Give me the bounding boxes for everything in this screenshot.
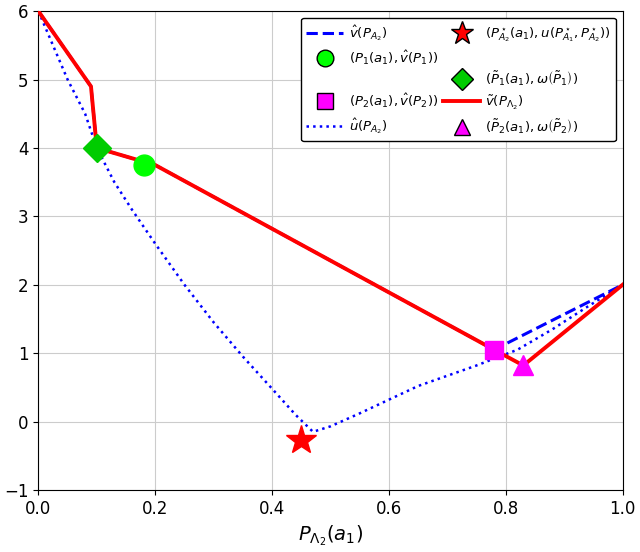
Legend: $\hat{v}(P_{A_2})$, $(P_1(a_1), \hat{v}(P_1))$, , $(P_2(a_1), \hat{v}(P_2))$, $\: $\hat{v}(P_{A_2})$, $(P_1(a_1), \hat{v}(… bbox=[301, 18, 616, 141]
X-axis label: $P_{\Lambda_2}(a_1)$: $P_{\Lambda_2}(a_1)$ bbox=[298, 523, 363, 548]
